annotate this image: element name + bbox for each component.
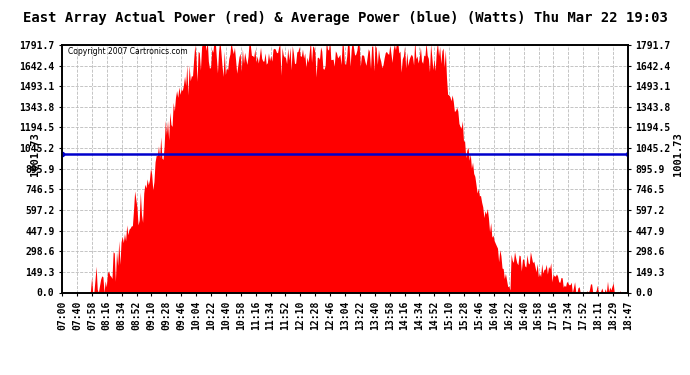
Text: 1001.73: 1001.73 bbox=[673, 132, 683, 176]
Text: Copyright 2007 Cartronics.com: Copyright 2007 Cartronics.com bbox=[68, 48, 188, 57]
Text: 1001.73: 1001.73 bbox=[30, 132, 40, 176]
Text: East Array Actual Power (red) & Average Power (blue) (Watts) Thu Mar 22 19:03: East Array Actual Power (red) & Average … bbox=[23, 11, 667, 25]
